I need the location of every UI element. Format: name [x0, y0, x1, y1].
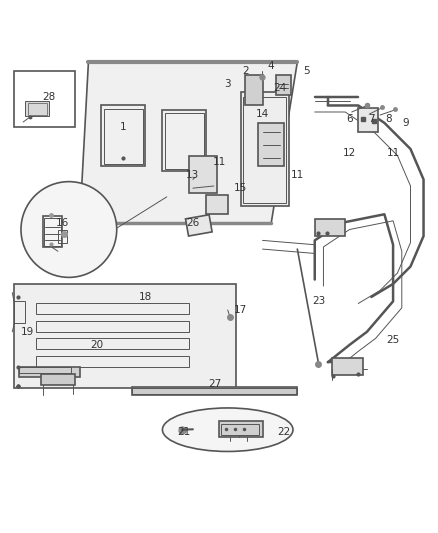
Text: 20: 20 [91, 340, 104, 350]
Bar [28, 103, 47, 115]
Bar [188, 156, 217, 192]
Ellipse shape [162, 408, 293, 451]
Bar [41, 374, 75, 385]
Bar [276, 75, 291, 94]
Bar [221, 424, 259, 435]
Text: 1: 1 [120, 122, 127, 132]
Text: 3: 3 [224, 79, 231, 88]
Text: 26: 26 [186, 218, 200, 228]
Bar [25, 101, 49, 116]
Bar [58, 230, 67, 243]
Bar [44, 218, 61, 246]
Bar [14, 301, 25, 323]
Text: 17: 17 [234, 305, 247, 315]
Bar [19, 367, 80, 377]
Bar [332, 358, 363, 375]
Text: 7: 7 [368, 114, 374, 124]
Bar [132, 387, 297, 395]
Bar [132, 389, 297, 393]
Bar [36, 303, 188, 314]
Polygon shape [80, 62, 297, 223]
Bar [162, 110, 206, 171]
Text: 2: 2 [242, 66, 248, 76]
Bar [19, 367, 71, 373]
Text: 9: 9 [403, 118, 410, 128]
Text: 16: 16 [56, 218, 69, 228]
Text: 24: 24 [273, 83, 286, 93]
Bar [258, 123, 284, 166]
Bar [243, 97, 286, 204]
Bar [43, 216, 62, 247]
Text: 6: 6 [346, 114, 353, 124]
Bar [358, 108, 378, 132]
Text: 21: 21 [177, 427, 191, 437]
Text: 25: 25 [386, 335, 400, 345]
Text: 5: 5 [303, 66, 309, 76]
Bar [36, 338, 188, 349]
Text: 14: 14 [256, 109, 269, 119]
Bar [14, 71, 75, 127]
Circle shape [21, 182, 117, 277]
Bar [102, 106, 145, 166]
Text: 4: 4 [268, 61, 275, 71]
Bar [186, 215, 212, 236]
Text: 11: 11 [291, 170, 304, 180]
Text: 18: 18 [138, 292, 152, 302]
Bar [245, 75, 262, 106]
Text: 8: 8 [385, 114, 392, 124]
Text: 11: 11 [212, 157, 226, 167]
Text: 12: 12 [343, 148, 356, 158]
Text: 28: 28 [42, 92, 56, 102]
Bar [206, 195, 228, 214]
Polygon shape [14, 284, 237, 389]
Polygon shape [241, 92, 289, 206]
Text: 11: 11 [386, 148, 400, 158]
Bar [219, 421, 262, 437]
Bar [104, 109, 143, 164]
Text: 19: 19 [21, 327, 34, 337]
Bar [36, 356, 188, 367]
Text: 22: 22 [278, 427, 291, 437]
Bar [315, 219, 345, 236]
Text: 13: 13 [186, 170, 200, 180]
Text: 27: 27 [208, 379, 221, 389]
Text: 23: 23 [312, 296, 326, 306]
Bar [36, 321, 188, 332]
Text: 15: 15 [234, 183, 247, 193]
Bar [165, 113, 204, 168]
